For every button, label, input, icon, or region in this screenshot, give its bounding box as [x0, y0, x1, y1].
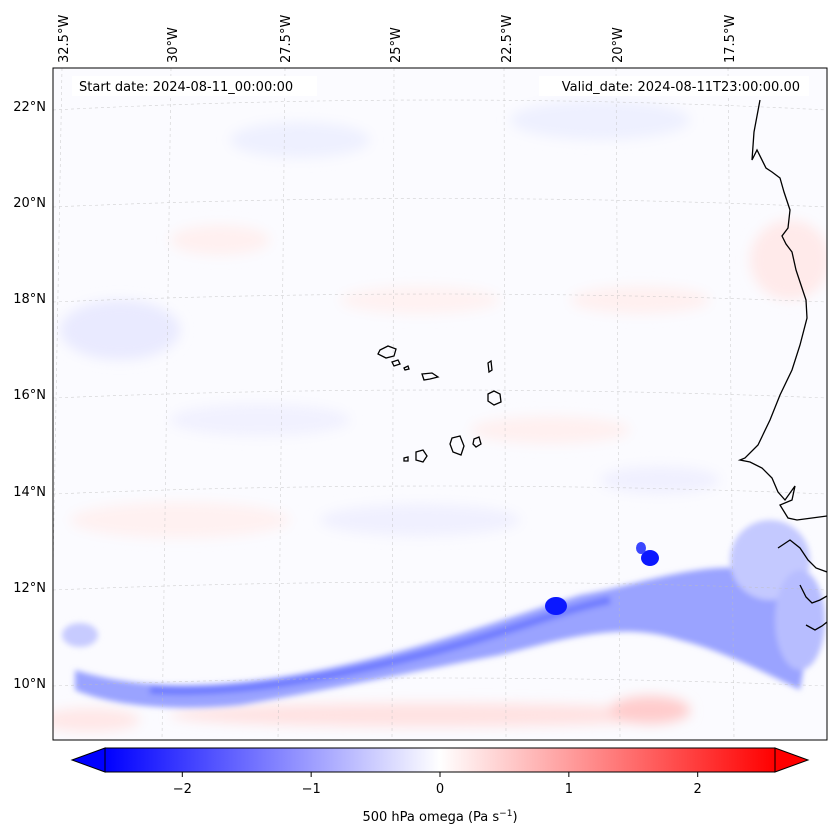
colorbar-label-end: ) — [512, 810, 517, 825]
coastline — [737, 99, 827, 631]
lon-tick: 20°W — [611, 27, 626, 63]
colorbar-label: 500 hPa omega (Pa s−1) — [362, 809, 517, 825]
colorbar-tick-label: 0 — [436, 782, 444, 797]
lon-tick: 22.5°W — [500, 15, 515, 63]
map-frame — [52, 67, 828, 741]
lat-tick-labels: 22°N 20°N 18°N 16°N 14°N 12°N 10°N — [13, 100, 46, 692]
lat-tick: 16°N — [13, 388, 46, 403]
valid-date-label: Valid_date: 2024-08-11T23:00:00.00 — [562, 80, 800, 95]
colorbar-tick-label: 2 — [694, 782, 702, 797]
colorbar: −2 −1 0 1 2 500 hPa omega (Pa s−1) — [70, 747, 810, 825]
valid-date-box — [539, 76, 809, 96]
lon-tick: 32.5°W — [57, 15, 72, 63]
map-panel — [53, 68, 827, 740]
gridlines — [53, 68, 827, 740]
start-date-label: Start date: 2024-08-11_00:00:00 — [79, 80, 293, 95]
lat-tick: 10°N — [13, 677, 46, 692]
colorbar-extend-high — [774, 747, 810, 773]
omega-field — [53, 100, 827, 732]
colorbar-label-main: 500 hPa omega (Pa s — [362, 810, 499, 825]
lat-tick: 20°N — [13, 196, 46, 211]
lat-tick: 22°N — [13, 100, 46, 115]
lat-tick: 12°N — [13, 581, 46, 596]
lon-tick: 30°W — [166, 27, 181, 63]
colorbar-bar — [104, 747, 776, 773]
colorbar-tick-label: −2 — [173, 782, 192, 797]
start-date-box — [72, 76, 317, 96]
colorbar-ticks: −2 −1 0 1 2 — [173, 772, 702, 797]
colorbar-tick-label: 1 — [565, 782, 573, 797]
cape-verde-islands — [377, 345, 502, 463]
lat-tick: 14°N — [13, 485, 46, 500]
lon-tick: 25°W — [389, 27, 404, 63]
lon-tick-labels: 32.5°W 30°W 27.5°W 25°W 22.5°W 20°W 17.5… — [57, 15, 738, 63]
colorbar-extend-low — [70, 747, 106, 773]
lon-tick: 27.5°W — [279, 15, 294, 63]
lon-tick: 17.5°W — [723, 15, 738, 63]
colorbar-tick-label: −1 — [302, 782, 321, 797]
colorbar-label-sup: −1 — [499, 809, 512, 819]
lat-tick: 18°N — [13, 292, 46, 307]
